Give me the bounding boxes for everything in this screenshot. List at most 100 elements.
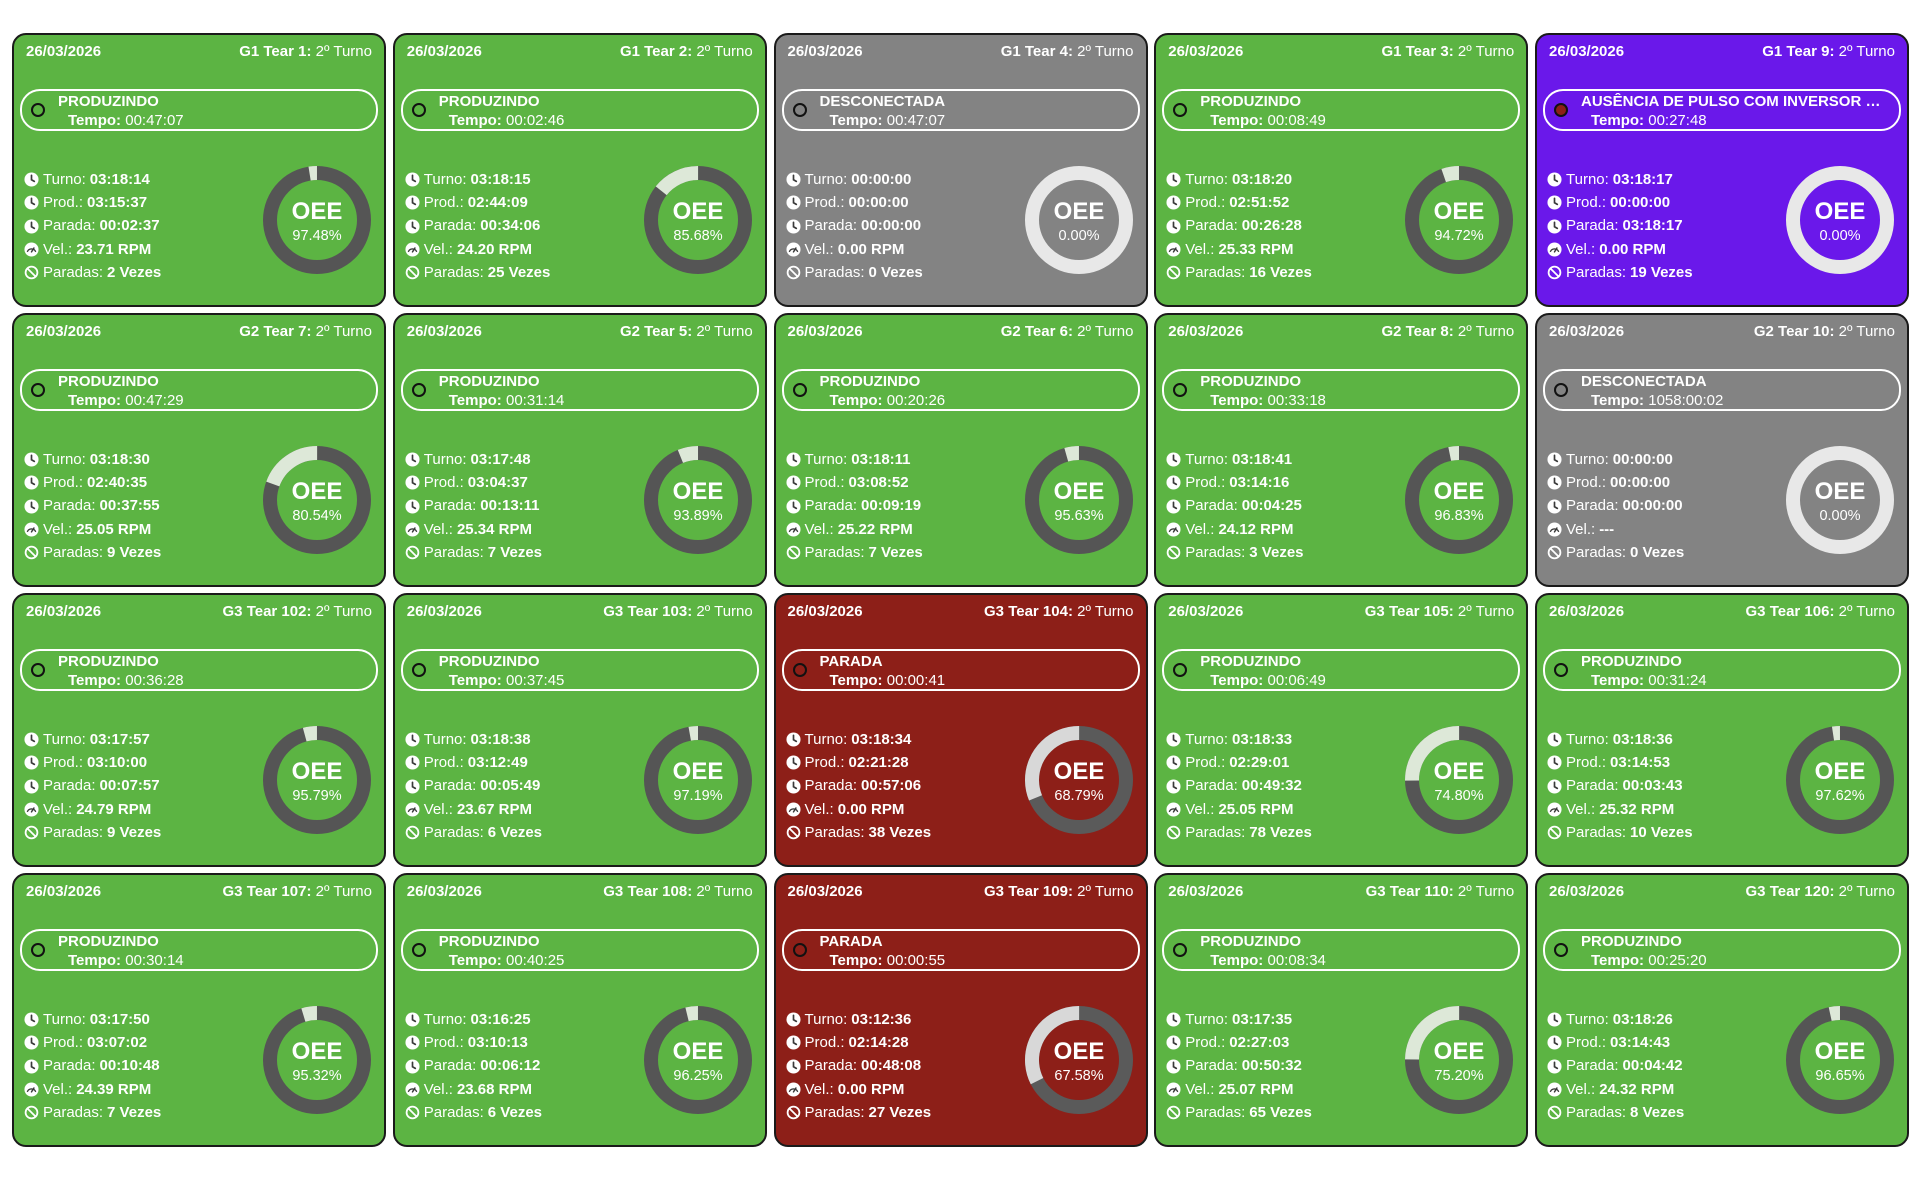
machine-card[interactable]: 26/03/2026 G1 Tear 3: 2º Turno PRODUZIND…	[1154, 33, 1529, 307]
stat-prod: Prod.: 02:44:09	[405, 191, 551, 214]
machine-name: G3 Tear 103:	[603, 602, 693, 620]
status-pill: PRODUZINDO Tempo: 00:37:45	[400, 649, 759, 691]
clock-icon	[785, 172, 801, 187]
clock-icon	[405, 452, 420, 467]
status-dot-icon	[792, 383, 807, 397]
machine-shift: G2 Tear 6: 2º Turno	[1001, 323, 1134, 340]
machine-card[interactable]: 26/03/2026 G3 Tear 105: 2º Turno PRODUZI…	[1154, 593, 1529, 867]
stat-prod: Prod.: 02:40:35	[24, 471, 161, 494]
stat-label: Prod.:	[1566, 474, 1607, 492]
stat-vel: Vel.: 23.71 RPM	[24, 238, 161, 261]
tempo-label: Tempo:	[829, 672, 883, 689]
stat-turno: Turno: 03:17:48	[405, 448, 542, 471]
card-stats: Turno: 03:18:36 Prod.: 03:14:53 Parada: 00:…	[1547, 728, 1693, 844]
oee-gauge: OEE 0.00%	[1786, 166, 1894, 274]
oee-percent: 0.00%	[1819, 508, 1860, 524]
oee-title: OEE	[292, 758, 343, 785]
machine-card[interactable]: 26/03/2026 G2 Tear 6: 2º Turno PRODUZIND…	[773, 313, 1148, 587]
tempo-value: 00:47:07	[886, 112, 946, 129]
stat-paradas: Paradas: 8 Vezes	[1547, 1101, 1684, 1124]
status-dot-icon	[1554, 383, 1568, 397]
stat-parada: Parada: 00:37:55	[24, 494, 161, 517]
clock-icon	[1547, 755, 1562, 770]
stat-prod: Prod.: 02:51:52	[1166, 191, 1312, 214]
card-stats: Turno: 03:12:36 Prod.: 02:14:28 Parada: 00:…	[785, 1008, 932, 1124]
stat-label: Parada:	[423, 217, 477, 235]
machine-card[interactable]: 26/03/2026 G3 Tear 108: 2º Turno PRODUZI…	[392, 873, 767, 1147]
stat-label: Paradas:	[43, 543, 104, 561]
stat-label: Prod.:	[423, 1034, 464, 1052]
machine-card[interactable]: 26/03/2026 G2 Tear 8: 2º Turno PRODUZIND…	[1154, 313, 1529, 587]
machine-card[interactable]: 26/03/2026 G1 Tear 9: 2º Turno AUSÊNCIA …	[1535, 33, 1909, 307]
card-date: 26/03/2026	[787, 602, 863, 620]
status-time: Tempo: 00:47:29	[68, 392, 184, 409]
status-name: PRODUZINDO	[819, 373, 921, 390]
machine-card[interactable]: 26/03/2026 G3 Tear 103: 2º Turno PRODUZI…	[392, 593, 767, 867]
card-date: 26/03/2026	[26, 882, 102, 900]
stat-label: Prod.:	[43, 194, 84, 212]
stat-label: Paradas:	[804, 543, 865, 561]
machine-name: G3 Tear 110:	[1365, 882, 1454, 900]
stat-prod: Prod.: 03:14:43	[1547, 1031, 1684, 1054]
stat-label: Paradas:	[1185, 823, 1246, 841]
stat-value: 03:12:49	[467, 754, 528, 772]
machine-card[interactable]: 26/03/2026 G3 Tear 110: 2º Turno PRODUZI…	[1154, 873, 1529, 1147]
machine-name: G3 Tear 107:	[222, 882, 312, 900]
tempo-value: 00:20:26	[886, 392, 946, 409]
machine-card[interactable]: 26/03/2026 G1 Tear 1: 2º Turno PRODUZIND…	[12, 33, 386, 307]
machine-card[interactable]: 26/03/2026 G3 Tear 106: 2º Turno PRODUZI…	[1535, 593, 1909, 867]
machine-card[interactable]: 26/03/2026 G3 Tear 102: 2º Turno PRODUZI…	[12, 593, 386, 867]
stat-value: 03:17:50	[89, 1011, 150, 1028]
stat-value: 00:49:32	[1241, 777, 1302, 795]
stat-value: 03:18:14	[89, 171, 150, 188]
stat-prod: Prod.: 02:21:28	[785, 751, 932, 774]
machine-card[interactable]: 26/03/2026 G1 Tear 2: 2º Turno PRODUZIND…	[392, 33, 767, 307]
machine-name: G3 Tear 104:	[984, 602, 1073, 620]
card-stats: Turno: 03:18:14 Prod.: 03:15:37 Parada: 00:…	[24, 168, 161, 284]
oee-gauge: OEE 95.63%	[1024, 446, 1133, 554]
machine-card[interactable]: 26/03/2026 G2 Tear 10: 2º Turno DESCONEC…	[1535, 313, 1909, 587]
stat-label: Paradas:	[43, 1103, 104, 1121]
clock-icon	[785, 475, 801, 490]
status-pill: PRODUZINDO Tempo: 00:36:28	[20, 649, 378, 691]
stat-value: 03:18:20	[1232, 171, 1293, 188]
machine-card[interactable]: 26/03/2026 G3 Tear 107: 2º Turno PRODUZI…	[12, 873, 386, 1147]
machine-card[interactable]: 26/03/2026 G3 Tear 109: 2º Turno PARADA …	[773, 873, 1148, 1147]
stat-vel: Vel.: 25.07 RPM	[1166, 1078, 1312, 1101]
stat-label: Parada:	[1185, 497, 1238, 515]
machine-shift: G1 Tear 3: 2º Turno	[1381, 43, 1514, 60]
stat-label: Prod.:	[43, 754, 84, 772]
status-dot-icon	[411, 103, 426, 117]
machine-card[interactable]: 26/03/2026 G1 Tear 4: 2º Turno DESCONECT…	[773, 33, 1148, 307]
machine-card[interactable]: 26/03/2026 G2 Tear 7: 2º Turno PRODUZIND…	[12, 313, 386, 587]
stat-prod: Prod.: 03:04:37	[405, 471, 542, 494]
ban-icon	[405, 545, 420, 560]
machine-card[interactable]: 26/03/2026 G3 Tear 120: 2º Turno PRODUZI…	[1535, 873, 1909, 1147]
stat-label: Paradas:	[423, 263, 484, 281]
oee-title: OEE	[672, 758, 723, 785]
stat-value: 00:02:37	[99, 217, 160, 235]
oee-title: OEE	[1815, 758, 1866, 785]
stat-label: Parada:	[423, 497, 477, 515]
stat-label: Prod.:	[43, 474, 84, 492]
stat-label: Vel.:	[43, 240, 73, 258]
stat-parada: Parada: 00:00:00	[785, 214, 923, 237]
machine-card[interactable]: 26/03/2026 G2 Tear 5: 2º Turno PRODUZIND…	[392, 313, 767, 587]
stat-parada: Parada: 00:48:08	[785, 1054, 932, 1077]
machine-card[interactable]: 26/03/2026 G3 Tear 104: 2º Turno PARADA …	[773, 593, 1148, 867]
tempo-label: Tempo:	[68, 672, 122, 689]
oee-center	[1038, 1020, 1119, 1100]
oee-ring-progress	[1405, 166, 1514, 274]
shift-label: 2º Turno	[1077, 602, 1134, 620]
tempo-label: Tempo:	[1591, 952, 1645, 969]
stat-parada: Parada: 00:34:06	[405, 214, 551, 237]
card-date: 26/03/2026	[1549, 602, 1625, 620]
stat-value: 00:10:48	[99, 1057, 160, 1075]
status-pill: PRODUZINDO Tempo: 00:40:25	[400, 929, 759, 971]
stat-value: 0.00 RPM	[837, 800, 905, 818]
stat-label: Parada:	[43, 1057, 96, 1075]
status-dot-icon	[411, 383, 426, 397]
oee-title: OEE	[292, 478, 343, 505]
clock-icon	[1547, 1012, 1562, 1027]
ban-icon	[1547, 1105, 1562, 1120]
